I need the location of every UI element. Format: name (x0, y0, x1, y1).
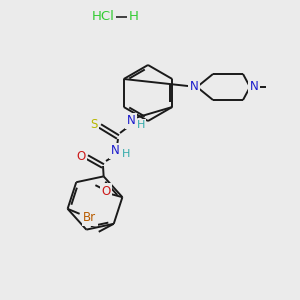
Text: S: S (90, 118, 98, 130)
Text: N: N (190, 80, 198, 94)
Text: H: H (129, 11, 139, 23)
Text: O: O (102, 185, 111, 198)
Text: Br: Br (83, 211, 96, 224)
Text: N: N (111, 145, 119, 158)
Text: N: N (127, 115, 135, 128)
Text: H: H (122, 149, 130, 159)
Text: H: H (137, 120, 145, 130)
Text: HCl: HCl (92, 11, 114, 23)
Text: O: O (76, 149, 85, 163)
Text: N: N (250, 80, 258, 94)
